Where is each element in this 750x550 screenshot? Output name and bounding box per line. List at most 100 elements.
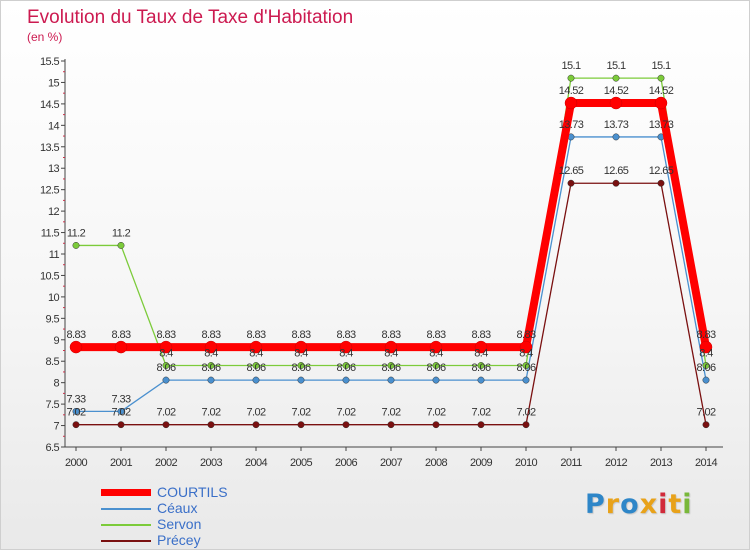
data-label-courtils: 8.83: [291, 329, 310, 341]
data-point-precey: [387, 421, 395, 429]
data-label-courtils: 14.52: [604, 85, 629, 97]
data-point-ceaux: [252, 376, 260, 384]
chart-title: Evolution du Taux de Taxe d'Habitation: [27, 7, 354, 28]
data-label-ceaux: 13.73: [604, 119, 629, 131]
data-label-courtils: 8.83: [246, 329, 265, 341]
y-tick-label: 10: [48, 292, 60, 304]
y-tick-label: 15.5: [40, 56, 59, 68]
data-point-precey: [657, 179, 665, 187]
data-point-ceaux: [522, 376, 530, 384]
data-point-servon: [207, 362, 215, 369]
data-point-servon: [162, 362, 170, 369]
x-tick-label: 2010: [515, 457, 538, 469]
x-tick-label: 2011: [560, 457, 582, 469]
x-tick-label: 2009: [470, 457, 493, 469]
series-line-precey: [76, 182, 707, 426]
data-point-precey: [522, 421, 530, 429]
y-tick-label: 9.5: [46, 313, 60, 325]
x-tick-label: 2013: [650, 457, 673, 469]
data-label-courtils: 8.83: [516, 329, 535, 341]
data-label-ceaux: 8.06: [471, 362, 490, 374]
data-label-servon: 11.2: [112, 227, 131, 239]
y-tick-label: 14: [48, 120, 60, 132]
data-point-servon: [117, 241, 125, 249]
data-label-precey: 7.02: [156, 407, 175, 419]
data-point-servon: [612, 74, 620, 82]
data-label-servon: 15.1: [606, 60, 625, 72]
y-tick-label: 7: [53, 421, 59, 433]
data-point-servon: [657, 74, 665, 82]
data-point-precey: [612, 179, 620, 187]
data-point-precey: [702, 421, 710, 429]
x-tick-label: 2014: [695, 457, 718, 469]
data-label-ceaux: 13.73: [649, 119, 674, 131]
data-label-precey: 12.65: [559, 165, 584, 177]
data-label-ceaux: 7.33: [111, 393, 130, 405]
data-label-servon: 11.2: [67, 227, 86, 239]
data-point-servon: [432, 362, 440, 369]
y-tick-label: 10.5: [40, 270, 59, 282]
legend-label-precey: Précey: [157, 532, 201, 548]
x-tick-label: 2002: [155, 457, 178, 469]
data-label-ceaux: 13.73: [559, 119, 584, 131]
y-tick-label: 13: [48, 163, 60, 175]
legend-label-ceaux: Céaux: [157, 500, 198, 516]
data-label-servon: 8.4: [159, 348, 173, 360]
data-point-servon: [567, 74, 575, 82]
data-label-precey: 7.02: [246, 407, 265, 419]
data-label-servon: 8.4: [429, 348, 443, 360]
data-label-precey: 7.02: [111, 407, 130, 419]
data-point-ceaux: [387, 376, 395, 384]
data-label-courtils: 8.83: [336, 329, 355, 341]
data-point-courtils: [654, 96, 668, 110]
data-label-precey: 7.02: [291, 407, 310, 419]
data-point-ceaux: [342, 376, 350, 384]
data-label-ceaux: 8.06: [156, 362, 175, 374]
data-label-courtils: 8.83: [381, 329, 400, 341]
x-tick-label: 2008: [425, 457, 448, 469]
data-point-courtils: [159, 340, 173, 354]
data-label-precey: 7.02: [381, 407, 400, 419]
data-point-courtils: [204, 340, 218, 354]
data-label-ceaux: 8.06: [336, 362, 355, 374]
data-label-courtils: 8.83: [66, 329, 85, 341]
data-point-ceaux: [207, 376, 215, 384]
data-point-courtils: [564, 96, 578, 110]
data-label-precey: 12.65: [649, 165, 674, 177]
data-point-precey: [252, 421, 260, 429]
data-label-precey: 7.02: [471, 407, 490, 419]
data-point-courtils: [609, 96, 623, 110]
x-tick-label: 2007: [380, 457, 403, 469]
data-label-servon: 15.1: [561, 60, 580, 72]
data-point-courtils: [249, 340, 263, 354]
data-point-courtils: [69, 340, 83, 354]
data-point-servon: [477, 362, 485, 369]
data-point-ceaux: [162, 376, 170, 384]
y-tick-label: 12: [48, 206, 60, 218]
data-point-courtils: [519, 340, 533, 354]
y-tick-label: 11: [49, 249, 60, 261]
data-label-precey: 7.02: [426, 407, 445, 419]
data-point-precey: [72, 421, 80, 429]
x-tick-label: 2006: [335, 457, 358, 469]
data-label-servon: 8.4: [519, 348, 533, 360]
data-point-ceaux: [702, 376, 710, 384]
legend-swatch-ceaux: [101, 508, 151, 510]
data-point-servon: [297, 362, 305, 369]
data-label-servon: 15.1: [651, 60, 670, 72]
y-tick-label: 11.5: [41, 228, 60, 240]
data-point-ceaux: [432, 376, 440, 384]
y-tick-label: 12.5: [40, 185, 59, 197]
data-label-servon: 8.4: [339, 348, 353, 360]
data-point-precey: [117, 421, 125, 429]
data-point-precey: [477, 421, 485, 429]
x-tick-label: 2004: [245, 457, 268, 469]
y-tick-label: 7.5: [46, 399, 60, 411]
data-point-servon: [342, 362, 350, 369]
data-label-servon: 8.4: [699, 348, 713, 360]
data-point-precey: [432, 421, 440, 429]
data-label-ceaux: 8.06: [201, 362, 220, 374]
data-point-servon: [702, 362, 710, 369]
